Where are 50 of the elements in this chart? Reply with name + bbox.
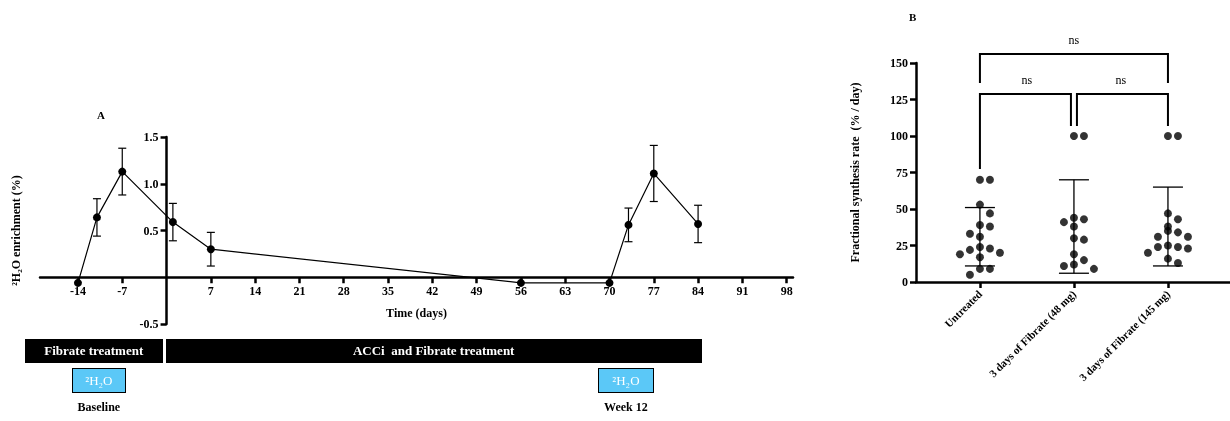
x-tick-label: 98 bbox=[780, 284, 793, 299]
x-tick-label: 77 bbox=[647, 284, 660, 299]
y-axis-title: ²H₂O enrichment (%) bbox=[8, 175, 23, 286]
text: Week 12 bbox=[604, 400, 648, 415]
y-tick-label: -0.5 bbox=[139, 317, 159, 331]
x-tick-label: -14 bbox=[69, 284, 86, 299]
point bbox=[206, 245, 215, 254]
y-tick-label: 0 bbox=[902, 275, 908, 289]
x-tick-label: 49 bbox=[470, 284, 483, 299]
x-tick-label: 42 bbox=[426, 284, 439, 299]
y-tick-label: 1.0 bbox=[143, 176, 159, 191]
x-axis-title: Time (days) bbox=[386, 306, 447, 321]
text: Baseline bbox=[77, 400, 121, 415]
annotation: ns bbox=[1115, 73, 1127, 88]
label-strip: Fibrate treatment bbox=[25, 339, 163, 363]
y-tick-label: 1.5 bbox=[143, 130, 159, 144]
annotation: ns bbox=[1021, 73, 1033, 88]
x-tick-label: 14 bbox=[249, 284, 262, 299]
y-tick-label: 25 bbox=[896, 238, 908, 253]
y-tick-label: 75 bbox=[896, 165, 908, 180]
x-tick-label: 28 bbox=[337, 284, 350, 299]
point bbox=[118, 167, 127, 176]
y-tick-label: 50 bbox=[896, 202, 908, 216]
label-box: ²H₂O bbox=[597, 368, 654, 393]
point bbox=[168, 218, 177, 227]
y-axis-title: Fractional synthesis rate (% / day) bbox=[848, 82, 862, 263]
y-tick-label: 100 bbox=[890, 129, 908, 143]
label-strip: ACCi and Fibrate treatment bbox=[165, 339, 702, 363]
point bbox=[624, 220, 633, 229]
x-tick-label: 56 bbox=[514, 284, 527, 299]
x-tick-label: 84 bbox=[692, 284, 705, 299]
point bbox=[694, 219, 703, 228]
text: ns bbox=[1068, 33, 1080, 48]
y-tick-label: 0.5 bbox=[143, 223, 159, 238]
x-tick-label: 7 bbox=[207, 284, 214, 299]
x-tick-label: 21 bbox=[293, 284, 306, 299]
chart-title: A bbox=[97, 108, 105, 121]
y-tick-label: 150 bbox=[890, 56, 908, 70]
point bbox=[73, 278, 82, 287]
label-box: ²H₂O bbox=[71, 368, 126, 393]
x-tick-label: 35 bbox=[382, 284, 395, 299]
point bbox=[92, 213, 101, 222]
x-tick-label: 70 bbox=[603, 284, 616, 299]
x-tick-label: -7 bbox=[117, 284, 128, 299]
x-tick-label: 91 bbox=[736, 284, 749, 299]
chart-title: B bbox=[909, 10, 917, 23]
x-tick-label: 63 bbox=[559, 284, 572, 299]
point bbox=[649, 169, 658, 178]
point bbox=[516, 278, 525, 287]
y-tick-label: 125 bbox=[890, 92, 908, 107]
